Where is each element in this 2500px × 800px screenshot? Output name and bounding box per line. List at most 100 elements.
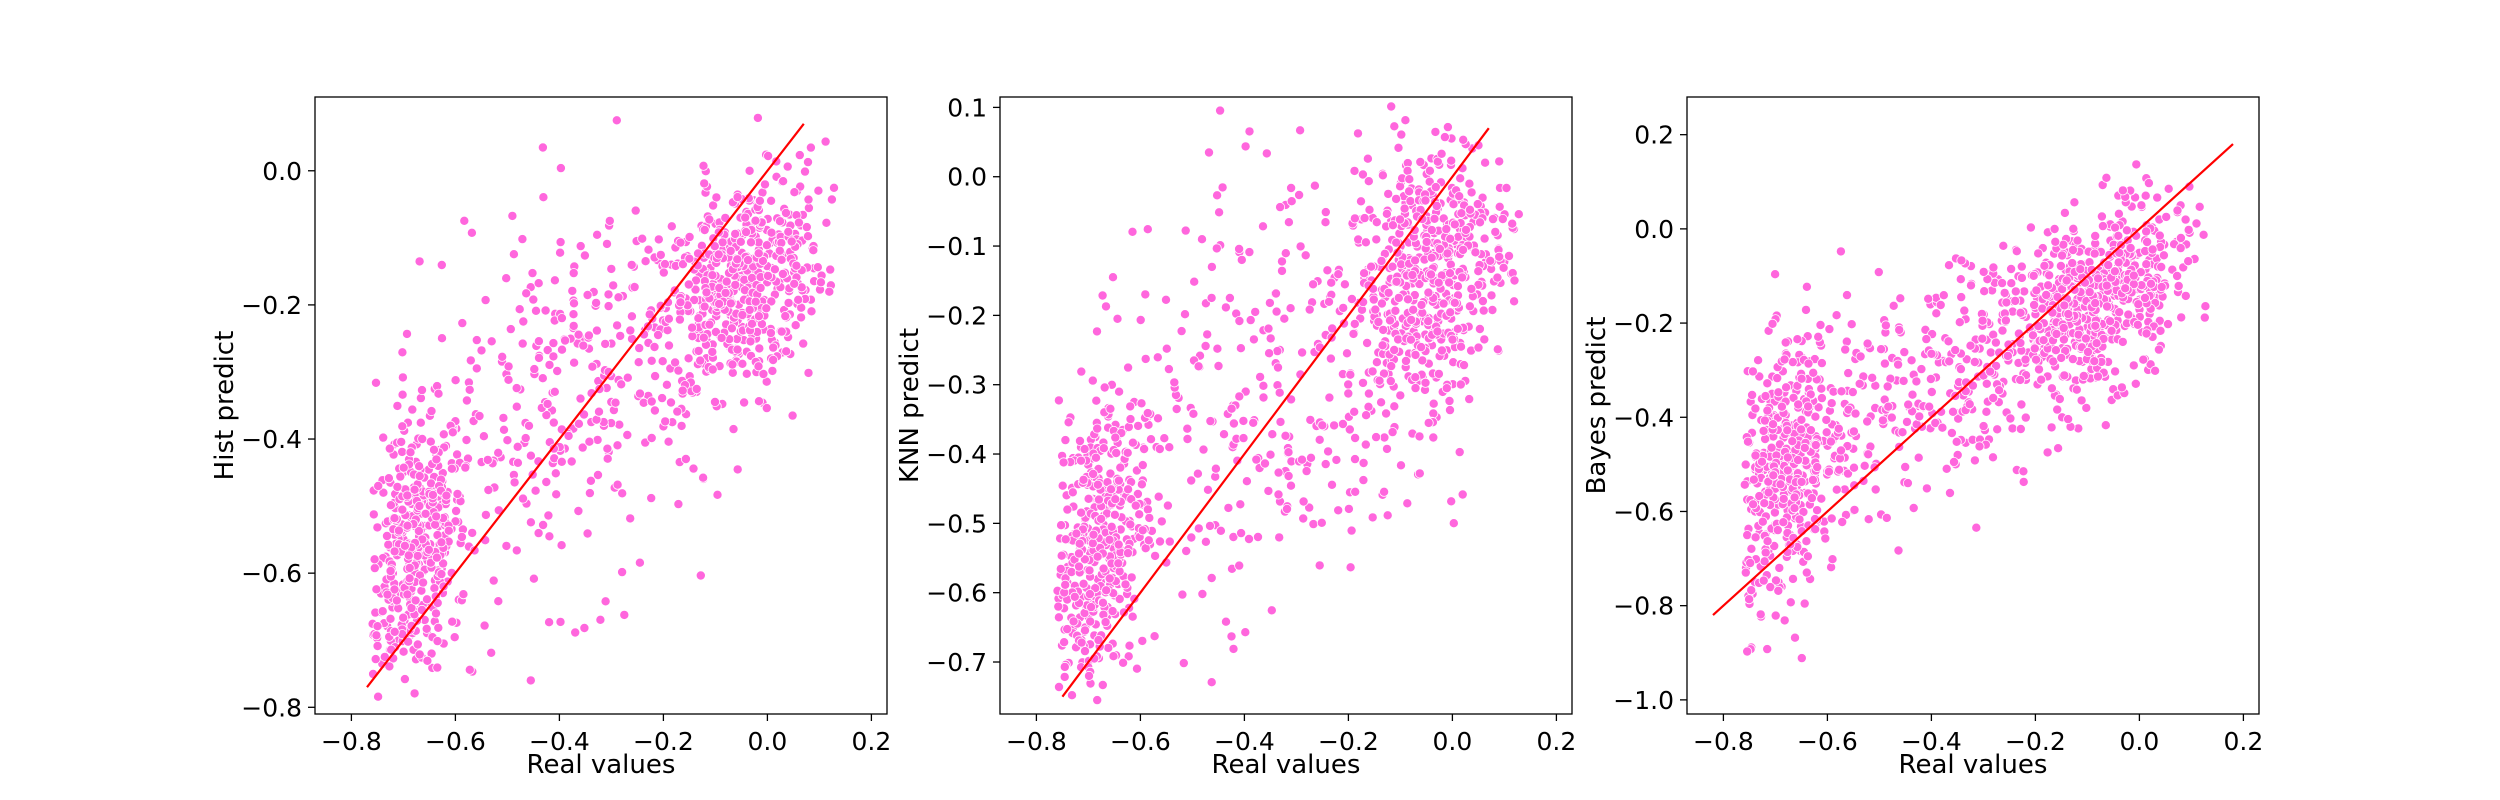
- data-point: [776, 254, 787, 265]
- data-point: [1762, 536, 1773, 547]
- data-point: [2136, 200, 2147, 211]
- data-point: [1430, 126, 1441, 137]
- data-point: [711, 192, 722, 203]
- data-point: [602, 443, 613, 454]
- data-point: [399, 674, 410, 685]
- data-point: [1283, 470, 1294, 481]
- data-point: [1333, 269, 1344, 280]
- data-point: [1331, 454, 1342, 465]
- data-point: [2101, 280, 2112, 291]
- data-point: [2043, 280, 2054, 291]
- data-point: [1214, 207, 1225, 218]
- data-point: [741, 368, 752, 379]
- data-point: [2142, 236, 2153, 247]
- data-point: [2163, 183, 2174, 194]
- data-point: [608, 280, 619, 291]
- data-point: [1943, 336, 1954, 347]
- data-point: [582, 528, 593, 539]
- data-point: [1821, 414, 1832, 425]
- data-point: [543, 510, 554, 521]
- data-point: [698, 332, 709, 343]
- data-point: [406, 603, 417, 614]
- x-tick-label: 0.2: [852, 727, 892, 756]
- y-tick-label: −0.6: [926, 579, 987, 608]
- data-point: [2183, 256, 2194, 267]
- data-point: [698, 472, 709, 483]
- data-point: [1474, 323, 1485, 334]
- data-point: [592, 229, 603, 240]
- data-point: [612, 479, 623, 490]
- y-tick-label: −0.3: [926, 371, 987, 400]
- data-point: [509, 477, 520, 488]
- data-point: [2015, 337, 2026, 348]
- data-point: [578, 340, 589, 351]
- data-point: [542, 345, 553, 356]
- data-point: [1277, 256, 1288, 267]
- data-point: [1436, 345, 1447, 356]
- data-point: [1472, 199, 1483, 210]
- data-point: [1387, 261, 1398, 272]
- data-point: [820, 136, 831, 147]
- data-point: [2001, 297, 2012, 308]
- data-point: [1395, 390, 1406, 401]
- data-point: [533, 336, 544, 347]
- data-point: [397, 372, 408, 383]
- data-point: [1381, 408, 1392, 419]
- data-point: [1446, 155, 1457, 166]
- data-point: [1452, 281, 1463, 292]
- data-point: [2101, 172, 2112, 183]
- data-point: [1324, 296, 1335, 307]
- data-point: [1479, 233, 1490, 244]
- data-point: [746, 237, 757, 248]
- data-point: [1130, 500, 1141, 511]
- data-point: [498, 424, 509, 435]
- data-point: [2005, 413, 2016, 424]
- data-point: [371, 584, 382, 595]
- data-point: [2116, 382, 2127, 393]
- data-point: [1113, 475, 1124, 486]
- data-point: [1236, 528, 1247, 539]
- data-point: [573, 418, 584, 429]
- x-tick-label: 0.0: [748, 727, 788, 756]
- data-point: [1054, 682, 1065, 693]
- data-point: [787, 410, 798, 421]
- data-point: [1426, 225, 1437, 236]
- data-point: [1509, 296, 1520, 307]
- data-point: [1264, 297, 1275, 308]
- data-point: [798, 338, 809, 349]
- data-point: [786, 236, 797, 247]
- data-point: [2180, 290, 2191, 301]
- data-point: [1385, 315, 1396, 326]
- data-point: [421, 623, 432, 634]
- data-point: [1258, 392, 1269, 403]
- data-point: [776, 326, 787, 337]
- data-point: [2075, 264, 2086, 275]
- data-point: [1180, 309, 1191, 320]
- data-point: [1395, 214, 1406, 225]
- data-point: [1228, 418, 1239, 429]
- data-point: [1125, 401, 1136, 412]
- data-point: [1908, 502, 1919, 513]
- data-point: [1210, 463, 1221, 474]
- data-point: [1507, 218, 1518, 229]
- data-point: [1067, 690, 1078, 701]
- data-point: [2031, 285, 2042, 296]
- data-point: [725, 298, 736, 309]
- data-point: [1125, 519, 1136, 530]
- data-point: [1926, 348, 1937, 359]
- data-point: [637, 233, 648, 244]
- data-point: [1988, 262, 1999, 273]
- data-point: [757, 255, 768, 266]
- data-point: [1236, 254, 1247, 265]
- data-point: [1244, 247, 1255, 258]
- x-tick-label: −0.8: [1006, 727, 1067, 756]
- data-point: [584, 488, 595, 499]
- data-point: [568, 268, 579, 279]
- data-point: [1739, 479, 1750, 490]
- data-point: [666, 397, 677, 408]
- data-point: [1407, 269, 1418, 280]
- data-point: [582, 289, 593, 300]
- data-point: [1944, 260, 1955, 271]
- data-point: [1497, 213, 1508, 224]
- data-point: [436, 537, 447, 548]
